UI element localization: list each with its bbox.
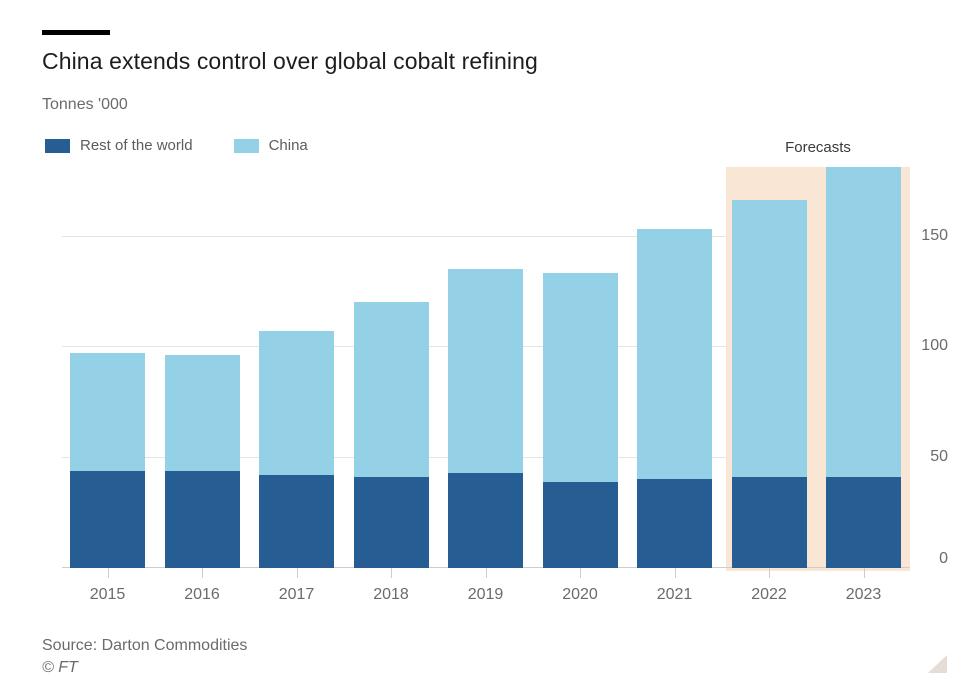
y-axis-label-0: 0	[939, 550, 948, 567]
y-axis-label-100: 100	[921, 337, 948, 355]
x-tick-2019	[485, 568, 487, 578]
legend-label-rest-of-world: Rest of the world	[80, 137, 193, 154]
chart-title: China extends control over global cobalt…	[42, 48, 538, 74]
x-axis-label-2016: 2016	[184, 586, 220, 603]
x-axis-label-2021: 2021	[656, 586, 693, 603]
bar-2017-china	[259, 330, 334, 475]
bar-2021-rest-of-the-world	[637, 479, 712, 568]
x-tick-2022	[769, 568, 770, 578]
bar-2022-rest-of-the-world	[731, 477, 807, 568]
legend-item-rest-of-world: Rest of the world	[45, 137, 193, 154]
bar-2016-rest-of-the-world	[164, 470, 240, 568]
chart-subtitle: Tonnes '000	[42, 96, 128, 113]
bar-2021-china	[637, 229, 712, 480]
bar-2016-china	[164, 355, 240, 471]
x-tick-2017	[296, 568, 298, 578]
bar-2019-rest-of-the-world	[448, 472, 523, 568]
bar-2020-rest-of-the-world	[542, 481, 618, 568]
x-tick-2015	[107, 568, 109, 578]
bar-2023-china	[826, 167, 901, 478]
bar-2019-china	[448, 268, 523, 473]
x-axis-label-2019: 2019	[467, 586, 504, 603]
source-text: Source: Darton Commodities	[42, 637, 248, 654]
bar-2023-rest-of-the-world	[826, 477, 901, 568]
legend-item-china: China	[233, 137, 308, 154]
x-tick-2023	[863, 568, 865, 578]
x-axis-label-2023: 2023	[845, 586, 882, 603]
bar-2015-china	[70, 353, 145, 471]
title-rule	[42, 30, 110, 35]
y-axis-label-150: 150	[921, 226, 948, 244]
resize-grip-icon[interactable]	[928, 655, 947, 673]
x-axis-label-2015: 2015	[89, 586, 126, 603]
bar-2020-china	[542, 273, 618, 482]
forecast-label: Forecasts	[785, 139, 851, 156]
bar-2017-rest-of-the-world	[259, 474, 334, 568]
legend-swatch-rest-of-world	[45, 138, 70, 153]
y-axis-label-50: 50	[930, 448, 948, 466]
x-axis-label-2017: 2017	[278, 586, 315, 603]
legend: Rest of the world China	[45, 137, 308, 154]
x-axis-label-2018: 2018	[373, 586, 409, 603]
x-tick-2020	[580, 568, 581, 578]
bar-2018-rest-of-the-world	[353, 477, 429, 568]
x-axis-label-2022: 2022	[751, 586, 787, 603]
legend-swatch-china	[233, 138, 259, 153]
copyright-text: © FT	[42, 659, 78, 676]
x-tick-2018	[391, 568, 392, 578]
x-tick-2016	[202, 568, 203, 578]
legend-label-china: China	[268, 137, 308, 154]
x-tick-2021	[674, 568, 676, 578]
bar-2015-rest-of-the-world	[70, 470, 145, 568]
plot-area: 2015 2016 2017 2018 2019 2020 2021 2022 2023 0 50 1…	[62, 167, 948, 603]
x-axis-label-2020: 2020	[562, 586, 598, 603]
bar-2018-china	[353, 302, 429, 478]
bar-2022-china	[731, 200, 807, 478]
gridline-150	[62, 235, 910, 237]
